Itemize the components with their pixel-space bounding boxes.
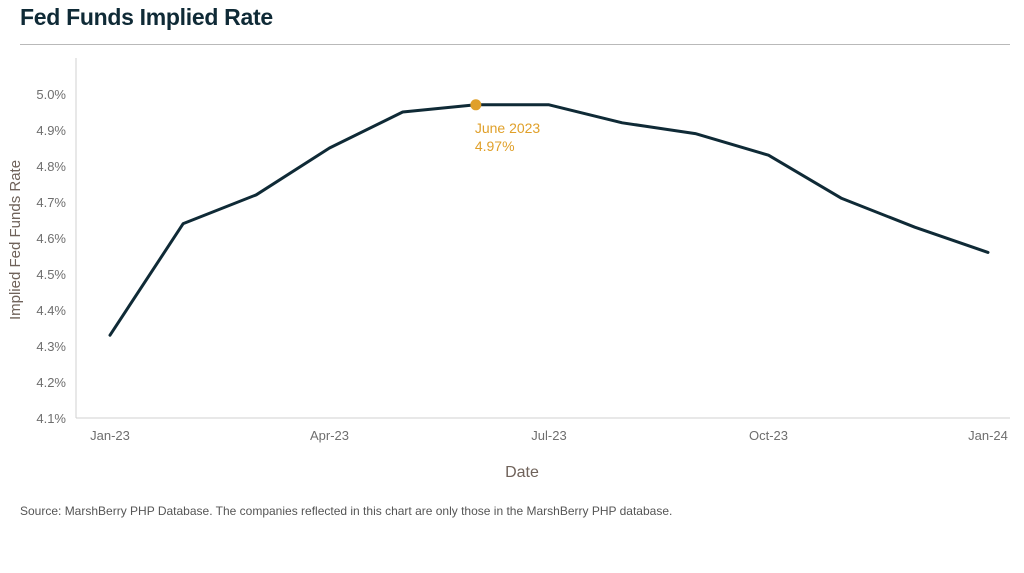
- y-tick-label: 4.3%: [36, 339, 66, 354]
- annotation-label-date: June 2023: [475, 120, 541, 136]
- y-tick-label: 4.7%: [36, 195, 66, 210]
- highlight-point: [470, 99, 482, 111]
- y-tick-label: 4.8%: [36, 159, 66, 174]
- line-chart: 4.1% 4.2% 4.3% 4.4% 4.5% 4.6% 4.7% 4.8% 4.9% 5.0%…: [7, 58, 1010, 481]
- y-axis-ticks: 4.1% 4.2% 4.3% 4.4% 4.5% 4.6% 4.7% 4.8% 4.9% 5.0%: [36, 87, 66, 426]
- x-axis-ticks: Jan-23 Apr-23 Jul-23 Oct-23 Jan-24: [90, 428, 1008, 443]
- x-tick-label: Jul-23: [531, 428, 566, 443]
- x-tick-label: Jan-23: [90, 428, 130, 443]
- x-tick-label: Apr-23: [310, 428, 349, 443]
- x-axis-title: Date: [505, 464, 539, 481]
- y-axis-title: Implied Fed Funds Rate: [7, 160, 24, 320]
- y-tick-label: 5.0%: [36, 87, 66, 102]
- y-tick-label: 4.4%: [36, 303, 66, 318]
- y-tick-label: 4.6%: [36, 231, 66, 246]
- series-line: [108, 103, 990, 337]
- y-tick-label: 4.1%: [36, 411, 66, 426]
- y-tick-label: 4.9%: [36, 123, 66, 138]
- annotation-label-value: 4.97%: [475, 138, 515, 154]
- source-note: Source: MarshBerry PHP Database. The com…: [20, 504, 673, 518]
- title-divider: [20, 44, 1010, 45]
- y-tick-label: 4.2%: [36, 375, 66, 390]
- x-tick-label: Jan-24: [968, 428, 1008, 443]
- y-tick-label: 4.5%: [36, 267, 66, 282]
- chart-title: Fed Funds Implied Rate: [20, 4, 273, 30]
- x-tick-label: Oct-23: [749, 428, 788, 443]
